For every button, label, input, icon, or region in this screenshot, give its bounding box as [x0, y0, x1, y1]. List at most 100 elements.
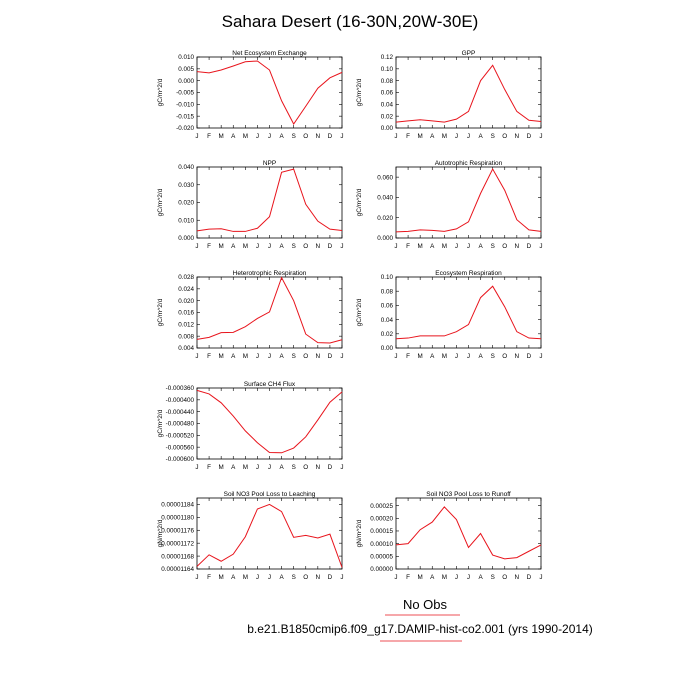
y-axis-label: gC/m^2/d [356, 78, 363, 106]
y-tick-label: 0.020 [377, 215, 393, 222]
y-tick-label: 0.012 [178, 322, 194, 329]
x-tick-label: J [195, 243, 198, 250]
chart-title: Heterotrophic Respiration [233, 270, 307, 277]
x-tick-label: M [418, 353, 423, 360]
x-tick-label: M [219, 353, 224, 360]
y-tick-label: 0.010 [178, 217, 194, 224]
x-tick-label: J [340, 353, 343, 360]
chart-title: NPP [263, 160, 276, 167]
x-tick-label: O [303, 574, 308, 581]
case-label: b.e21.B1850cmip6.f09_g17.DAMIP-hist-co2.… [247, 622, 593, 636]
x-tick-label: O [303, 243, 308, 250]
y-axis-label: gN/m^2/d [356, 519, 363, 547]
y-tick-label: 0.00001176 [161, 527, 194, 534]
y-tick-label: 0.005 [178, 66, 194, 73]
x-tick-label: J [455, 243, 458, 250]
x-tick-label: A [430, 243, 435, 250]
y-tick-label: -0.000400 [166, 397, 195, 404]
y-tick-label: 0.00001164 [161, 566, 194, 573]
x-tick-label: M [219, 574, 224, 581]
y-tick-label: 0.004 [178, 345, 194, 352]
y-axis-label: gC/m^2/d [356, 298, 363, 326]
x-tick-label: S [491, 353, 495, 360]
x-tick-label: J [268, 243, 271, 250]
chart-panel: Heterotrophic Respiration gC/m^2/d 0.028 0.… [157, 270, 344, 360]
x-tick-label: S [292, 574, 296, 581]
x-tick-label: N [515, 574, 520, 581]
y-tick-label: 0.08 [381, 288, 394, 295]
y-tick-label: -0.000480 [166, 421, 195, 428]
series-line [196, 276, 343, 344]
x-tick-label: A [279, 353, 284, 360]
x-tick-label: J [340, 243, 343, 250]
y-axis-label: gC/m^2/d [157, 188, 164, 216]
x-tick-label: J [256, 574, 259, 581]
x-tick-label: F [207, 133, 211, 140]
x-tick-label: M [243, 574, 248, 581]
x-tick-label: J [539, 243, 542, 250]
x-tick-label: J [256, 353, 259, 360]
x-tick-label: D [527, 574, 532, 581]
x-tick-label: S [292, 243, 296, 250]
y-axis-label: gN/m^2/d [157, 519, 164, 547]
plot-frame [196, 497, 343, 570]
x-tick-label: J [467, 574, 470, 581]
x-tick-label: D [328, 243, 333, 250]
x-tick-label: M [219, 133, 224, 140]
y-tick-label: 0.00001184 [161, 502, 194, 509]
x-tick-label: D [527, 353, 532, 360]
x-tick-label: M [418, 133, 423, 140]
chart-title: Soil NO3 Pool Loss to Runoff [426, 491, 511, 498]
x-tick-label: J [394, 353, 397, 360]
x-tick-label: A [231, 133, 236, 140]
x-tick-label: M [442, 574, 447, 581]
series-line [196, 389, 343, 454]
series-line [395, 506, 542, 560]
x-tick-label: J [256, 133, 259, 140]
x-tick-label: J [539, 574, 542, 581]
x-tick-label: O [502, 574, 507, 581]
x-tick-label: J [539, 133, 542, 140]
x-tick-label: O [303, 133, 308, 140]
x-tick-label: A [430, 353, 435, 360]
plot-frame [395, 166, 542, 239]
x-tick-label: J [455, 353, 458, 360]
chart-panel: Autotrophic Respiration gC/m^2/d 0.060 0.04… [356, 160, 543, 250]
y-tick-label: 0.04 [381, 102, 394, 109]
page-title: Sahara Desert (16-30N,20W-30E) [221, 12, 479, 31]
x-tick-label: A [478, 353, 483, 360]
y-tick-label: 0.00025 [370, 503, 393, 510]
y-tick-label: 0.00005 [370, 554, 393, 561]
x-tick-label: D [527, 133, 532, 140]
x-tick-label: J [455, 133, 458, 140]
x-tick-label: N [515, 353, 520, 360]
series-line [196, 168, 343, 232]
series-line [395, 167, 542, 233]
y-axis-label: gC/m^2/d [157, 409, 164, 437]
y-tick-label: 0.00001168 [161, 553, 194, 560]
x-tick-label: M [442, 243, 447, 250]
x-tick-label: J [340, 464, 343, 471]
y-tick-label: 0.02 [381, 113, 394, 120]
x-tick-label: D [328, 133, 333, 140]
x-tick-label: D [328, 353, 333, 360]
x-tick-label: N [515, 243, 520, 250]
y-tick-label: 0.008 [178, 333, 194, 340]
y-tick-label: 0.030 [178, 182, 194, 189]
series-line [395, 64, 542, 123]
x-tick-label: M [418, 243, 423, 250]
y-tick-label: 0.010 [178, 54, 194, 61]
y-tick-label: -0.000600 [166, 456, 195, 463]
x-tick-label: F [406, 133, 410, 140]
y-tick-label: 0.00010 [370, 541, 393, 548]
y-tick-label: -0.000360 [166, 385, 195, 392]
x-tick-label: M [219, 464, 224, 471]
x-tick-label: S [292, 353, 296, 360]
x-tick-label: A [430, 133, 435, 140]
x-tick-label: J [268, 353, 271, 360]
chart-title: Autotrophic Respiration [435, 160, 503, 167]
y-tick-label: 0.04 [381, 317, 394, 324]
x-tick-label: A [478, 574, 483, 581]
x-tick-label: A [279, 243, 284, 250]
